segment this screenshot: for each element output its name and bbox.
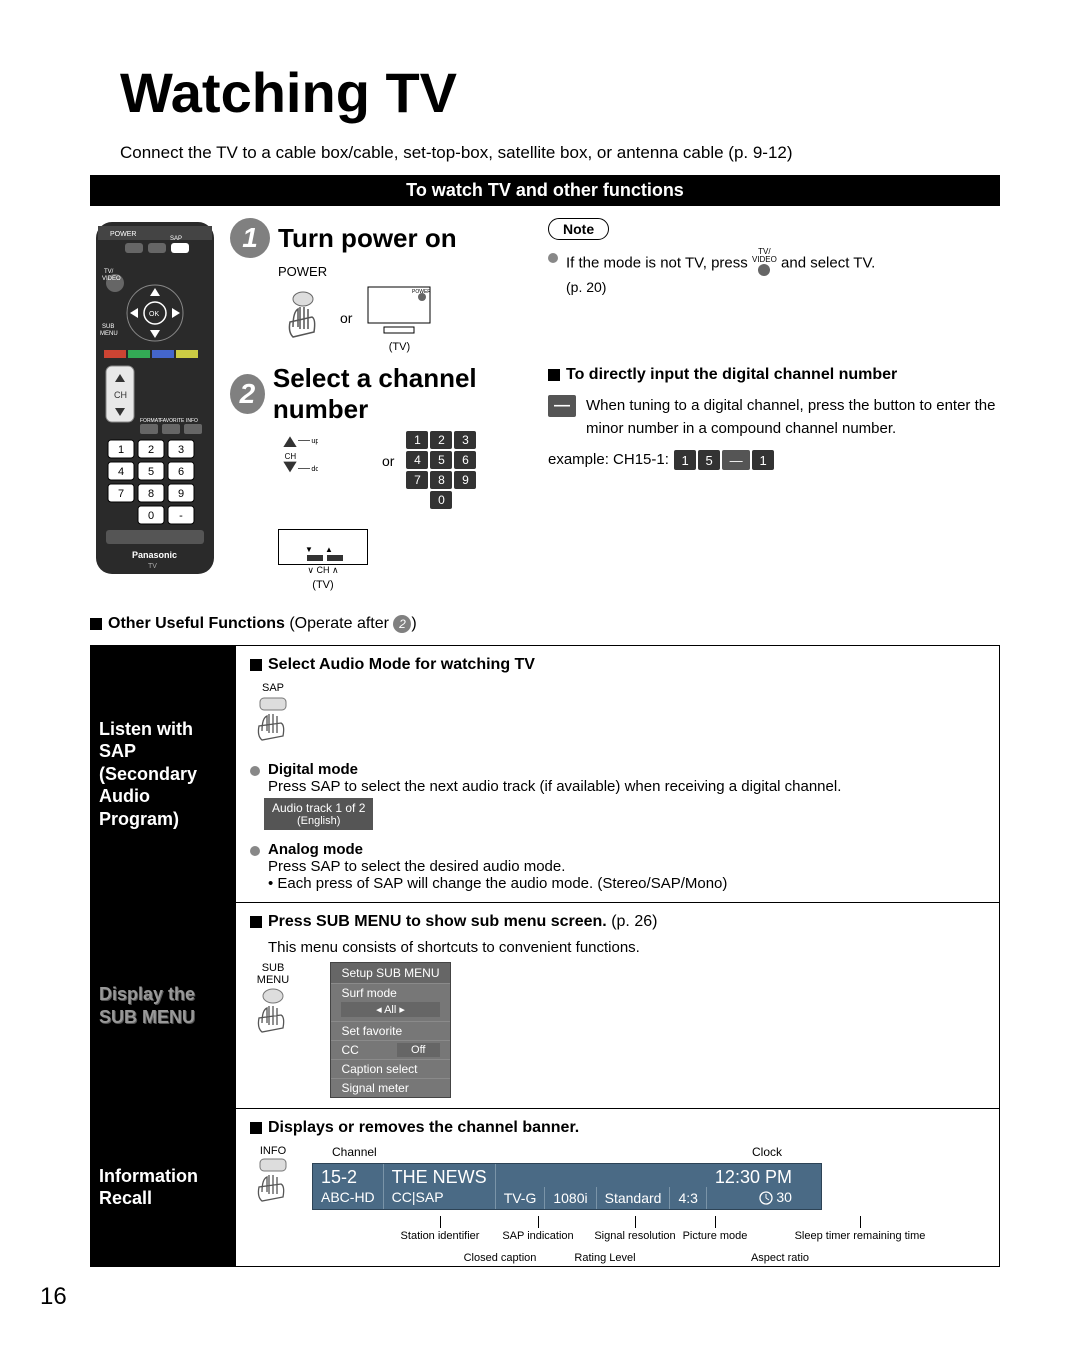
svg-text:4: 4 [118, 466, 124, 478]
info-button-icon: INFO [250, 1145, 296, 1214]
step-2: 2 Select a channel number CH up [230, 363, 1000, 591]
svg-text:8: 8 [148, 488, 154, 500]
sap-heading: Select Audio Mode for watching TV [268, 656, 535, 673]
svg-text:INFO: INFO [186, 418, 198, 424]
channel-banner: 15-2ABC-HD THE NEWS CC|SAP TV-G 1080i St… [312, 1163, 822, 1209]
step-1-title: Turn power on [278, 223, 457, 254]
audio-track-box: Audio track 1 of 2 (English) [264, 798, 373, 830]
svg-text:2: 2 [148, 444, 154, 456]
digital-mode-title: Digital mode [268, 761, 358, 778]
svg-text:0: 0 [148, 510, 154, 522]
hand-press-icon [278, 287, 328, 350]
svg-text:SUB: SUB [102, 324, 114, 330]
tv-caption-2: (TV) [278, 579, 368, 591]
note-text: If the mode is not TV, press TV/VIDEO an… [566, 248, 875, 279]
power-label: POWER [278, 264, 540, 279]
svg-text:MENU: MENU [100, 331, 118, 337]
svg-text:OK: OK [149, 311, 159, 318]
svg-text:CH: CH [114, 390, 127, 400]
svg-text:6: 6 [178, 466, 184, 478]
steps-column: 1 Turn power on POWER or [230, 218, 1000, 601]
sap-button-icon: SAP [250, 682, 296, 753]
svg-text:Panasonic: Panasonic [132, 550, 177, 560]
submenu-sub: This menu consists of shortcuts to conve… [268, 939, 985, 956]
info-row: Information Recall Displays or removes t… [91, 1109, 1000, 1266]
info-heading: Displays or removes the channel banner. [268, 1119, 579, 1136]
functions-table: Listen with SAP (Secondary Audio Program… [90, 645, 1000, 1266]
tv-front-icon: ▼ ▲ ∨ CH ∧ [278, 529, 368, 565]
example-line: example: CH15-1: 15—1 [548, 450, 1000, 470]
submenu-row-title: Display the SUB MENU [99, 983, 227, 1028]
ch-rocker-icon: CH up down [278, 431, 318, 481]
analog-mode-body2: • Each press of SAP will change the audi… [268, 875, 985, 892]
remote-svg: POWER SAP TV/ VIDEO OK SUB MENU [90, 218, 220, 578]
keypad-icon: 1234567890 [406, 431, 476, 511]
svg-text:-: - [179, 510, 183, 522]
sap-row-title: Listen with SAP (Secondary Audio Program… [99, 718, 227, 831]
submenu-heading: Press SUB MENU to show sub menu screen. [268, 913, 607, 930]
top-section: POWER SAP TV/ VIDEO OK SUB MENU [90, 218, 1000, 601]
submenu-panel: Setup SUB MENU Surf mode◂ All ▸ Set favo… [330, 962, 450, 1098]
svg-text:1: 1 [118, 444, 124, 456]
svg-text:POWER: POWER [412, 289, 431, 295]
dash-button-icon: — [548, 395, 576, 417]
bullet-icon [548, 253, 558, 263]
svg-text:3: 3 [178, 444, 184, 456]
direct-input-heading: To directly input the digital channel nu… [548, 363, 1000, 387]
svg-text:up: up [311, 436, 318, 445]
submenu-row: Display the SUB MENU Press SUB MENU to s… [91, 903, 1000, 1109]
svg-text:5: 5 [148, 466, 154, 478]
analog-mode-title: Analog mode [268, 841, 363, 858]
svg-text:7: 7 [118, 488, 124, 500]
svg-text:POWER: POWER [110, 231, 136, 238]
svg-text:CH: CH [285, 452, 297, 461]
step-1-number: 1 [230, 218, 270, 258]
channel-label: Channel [332, 1145, 377, 1159]
page-number: 16 [40, 1283, 1000, 1311]
note-page-ref: (p. 20) [566, 279, 1000, 295]
digital-mode-body: Press SAP to select the next audio track… [268, 778, 985, 795]
svg-text:VIDEO: VIDEO [102, 276, 121, 282]
svg-text:TV: TV [148, 563, 157, 570]
sap-row: Listen with SAP (Secondary Audio Program… [91, 646, 1000, 903]
intro-text: Connect the TV to a cable box/cable, set… [120, 143, 1000, 163]
tv-power-icon: POWER (TV) [364, 283, 434, 353]
or-text: or [340, 310, 352, 326]
banner-labels: Station identifier SAP indication Signal… [410, 1216, 970, 1256]
clock-label: Clock [752, 1145, 782, 1159]
svg-text:SAP: SAP [170, 236, 182, 242]
or-text-2: or [382, 453, 394, 469]
other-useful-heading: Other Useful Functions (Operate after 2) [90, 615, 1000, 633]
tv-caption: (TV) [364, 341, 434, 353]
step-1: 1 Turn power on POWER or [230, 218, 1000, 353]
page-title: Watching TV [120, 60, 1000, 125]
svg-text:FORMAT: FORMAT [140, 418, 161, 424]
svg-text:down: down [311, 464, 318, 473]
note-badge: Note [548, 218, 609, 240]
svg-text:TV/: TV/ [104, 269, 114, 275]
analog-mode-body1: Press SAP to select the desired audio mo… [268, 858, 985, 875]
info-row-title: Information Recall [99, 1165, 227, 1210]
remote-illustration: POWER SAP TV/ VIDEO OK SUB MENU [90, 218, 220, 601]
submenu-button-icon: SUB MENU [250, 962, 296, 1045]
direct-input-body: When tuning to a digital channel, press … [586, 395, 1000, 440]
step-2-title: Select a channel number [273, 363, 540, 425]
svg-text:FAVORITE: FAVORITE [160, 418, 185, 424]
step-2-number: 2 [230, 374, 265, 414]
section-header: To watch TV and other functions [90, 175, 1000, 206]
svg-text:9: 9 [178, 488, 184, 500]
